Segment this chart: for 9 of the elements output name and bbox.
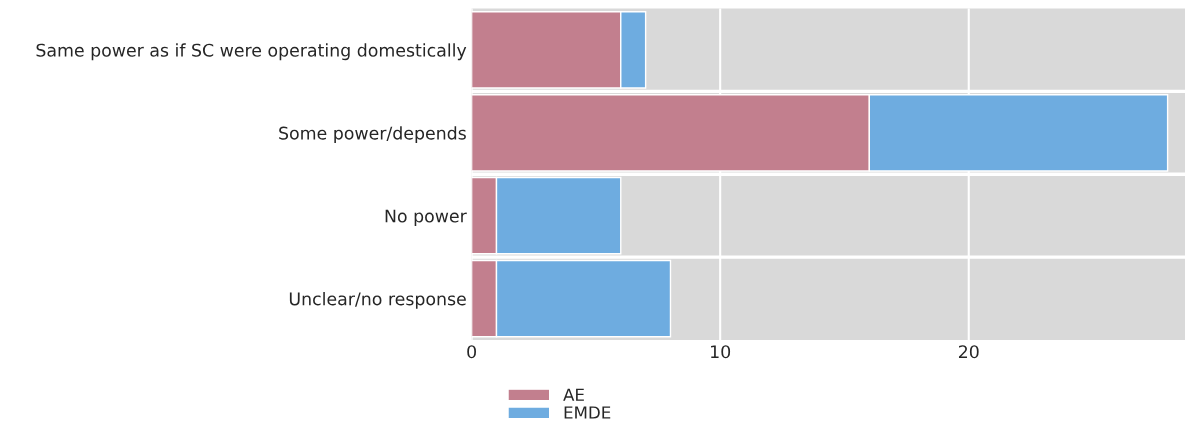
- x-tick-label: 20: [958, 345, 979, 359]
- x-tick-label: 0: [467, 345, 476, 359]
- legend-label: EMDE: [564, 406, 611, 419]
- y-tick-label: Some power/depends: [279, 126, 466, 144]
- x-tick-label: 10: [711, 345, 731, 359]
- y-tick-label: Same power as if SC were operating domestically: [36, 43, 467, 61]
- y-tick-label: Unclear/no response: [289, 291, 466, 309]
- y-tick-label: No power: [385, 209, 467, 226]
- legend-label: AE: [563, 388, 584, 401]
